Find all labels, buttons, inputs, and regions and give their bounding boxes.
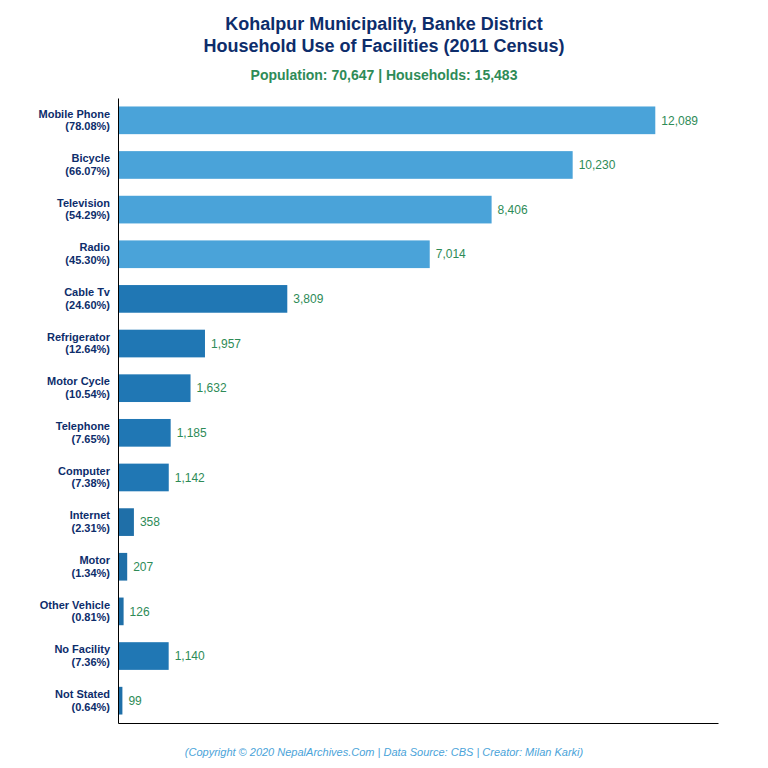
- y-tick-label: Mobile Phone(78.08%): [39, 108, 111, 133]
- data-label: 126: [130, 605, 150, 619]
- data-label: 99: [128, 694, 142, 708]
- y-tick: Not Stated(0.64%): [55, 688, 110, 713]
- bar: [118, 196, 492, 224]
- y-tick-label: Cable Tv(24.60%): [64, 286, 111, 311]
- data-label: 3,809: [293, 292, 323, 306]
- bar: [118, 240, 430, 268]
- x-axis: [119, 723, 719, 724]
- y-tick: No Facility(7.36%): [54, 643, 111, 668]
- bar: [118, 508, 134, 536]
- data-label: 1,140: [175, 649, 205, 663]
- footer: (Copyright © 2020 NepalArchives.Com | Da…: [185, 746, 584, 758]
- bar: [118, 330, 205, 358]
- plot: Mobile Phone(78.08%) Bicycle(66.07%) Telev…: [39, 99, 719, 724]
- data-label: 12,089: [661, 114, 698, 128]
- y-tick: Motor(1.34%): [71, 554, 110, 579]
- y-tick-label: Not Stated(0.64%): [55, 688, 110, 713]
- data-label: 207: [133, 560, 153, 574]
- data-label: 358: [140, 515, 160, 529]
- y-tick: Refrigerator(12.64%): [47, 331, 111, 356]
- y-tick: Other Vehicle(0.81%): [40, 599, 111, 624]
- y-tick: Internet(2.31%): [70, 509, 111, 534]
- y-tick-label: Radio(45.30%): [65, 241, 110, 266]
- y-tick-label: Computer(7.38%): [58, 465, 111, 490]
- y-tick: Mobile Phone(78.08%): [39, 108, 111, 133]
- bar: [118, 553, 127, 581]
- bar: [118, 464, 169, 492]
- data-label: 1,632: [197, 381, 227, 395]
- y-tick: Telephone(7.65%): [56, 420, 111, 445]
- data-label: 1,185: [177, 426, 207, 440]
- bar: [118, 285, 287, 313]
- y-tick: Television(54.29%): [57, 197, 110, 222]
- y-tick-label: Bicycle(66.07%): [65, 152, 110, 177]
- y-tick-label: Internet(2.31%): [70, 509, 111, 534]
- data-labels: 12,089 10,230 8,406 7,014 3,809 1,957 1,632 1,1…: [128, 114, 698, 708]
- data-label: 10,230: [579, 158, 616, 172]
- y-tick: Cable Tv(24.60%): [64, 286, 111, 311]
- data-label: 1,957: [211, 337, 241, 351]
- title: Kohalpur Municipality, Banke DistrictHou…: [203, 14, 564, 56]
- bar: [118, 642, 169, 670]
- y-axis: Mobile Phone(78.08%) Bicycle(66.07%) Telev…: [39, 99, 119, 724]
- data-label: 1,142: [175, 471, 205, 485]
- subtitle: Population: 70,647 | Households: 15,483: [251, 67, 518, 83]
- bar: [118, 374, 191, 402]
- y-tick: Radio(45.30%): [65, 241, 110, 266]
- y-tick-label: Television(54.29%): [57, 197, 110, 222]
- y-axis-line: [118, 99, 119, 724]
- y-tick: Motor Cycle(10.54%): [47, 375, 110, 400]
- bar: [118, 419, 171, 447]
- data-label: 7,014: [436, 247, 466, 261]
- y-tick-label: Refrigerator(12.64%): [47, 331, 111, 356]
- x-axis-line: [119, 723, 719, 724]
- data-label: 8,406: [498, 203, 528, 217]
- y-tick-label: Telephone(7.65%): [56, 420, 111, 445]
- y-tick-label: Other Vehicle(0.81%): [40, 599, 111, 624]
- bar: [118, 151, 573, 179]
- chart: Kohalpur Municipality, Banke DistrictHou…: [0, 0, 768, 768]
- bars: [118, 106, 655, 714]
- y-tick-label: No Facility(7.36%): [54, 643, 111, 668]
- y-tick-label: Motor Cycle(10.54%): [47, 375, 110, 400]
- bar: [118, 106, 655, 134]
- y-tick: Computer(7.38%): [58, 465, 111, 490]
- y-tick: Bicycle(66.07%): [65, 152, 110, 177]
- y-tick-label: Motor(1.34%): [71, 554, 110, 579]
